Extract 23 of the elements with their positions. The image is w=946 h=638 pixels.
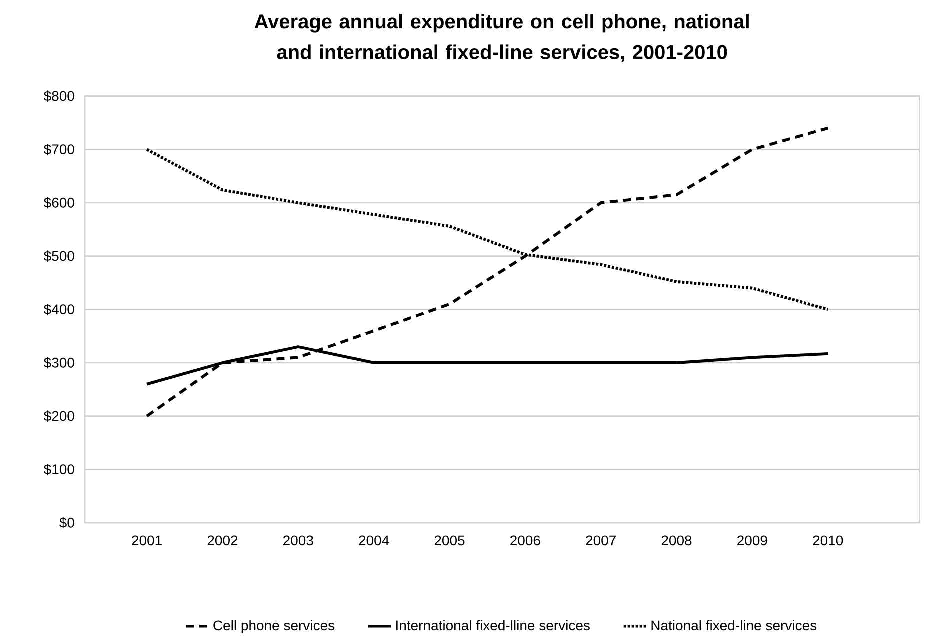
y-tick-label: $0: [60, 517, 74, 529]
y-tick-label: $300: [44, 357, 74, 369]
x-tick-label: 2001: [132, 536, 162, 546]
legend-label: National fixed-line services: [652, 620, 817, 631]
legend-label: International fixed-lline services: [396, 620, 590, 631]
chart-title: Average annual expenditure on cell phone, national and international fixed-line services, 2001-2010: [254, 14, 749, 62]
y-tick-label: $600: [44, 197, 74, 209]
x-tick-label: 2006: [510, 536, 540, 546]
x-tick-label: 2010: [813, 536, 844, 546]
x-tick-label: 2005: [434, 536, 465, 546]
x-tick-label: 2002: [208, 536, 238, 546]
x-tick-label: 2008: [662, 536, 692, 546]
y-tick-label: $100: [44, 464, 74, 476]
y-tick-label: $200: [44, 410, 74, 422]
y-tick-label: $800: [44, 90, 74, 102]
y-tick-label: $400: [44, 304, 74, 316]
x-tick-label: 2009: [738, 536, 768, 546]
x-tick-label: 2007: [586, 536, 616, 546]
y-tick-label: $700: [44, 144, 74, 156]
x-tick-label: 2004: [359, 536, 390, 546]
x-tick-label: 2003: [284, 536, 314, 546]
y-tick-label: $500: [44, 250, 74, 262]
legend-label: Cell phone services: [214, 620, 335, 634]
